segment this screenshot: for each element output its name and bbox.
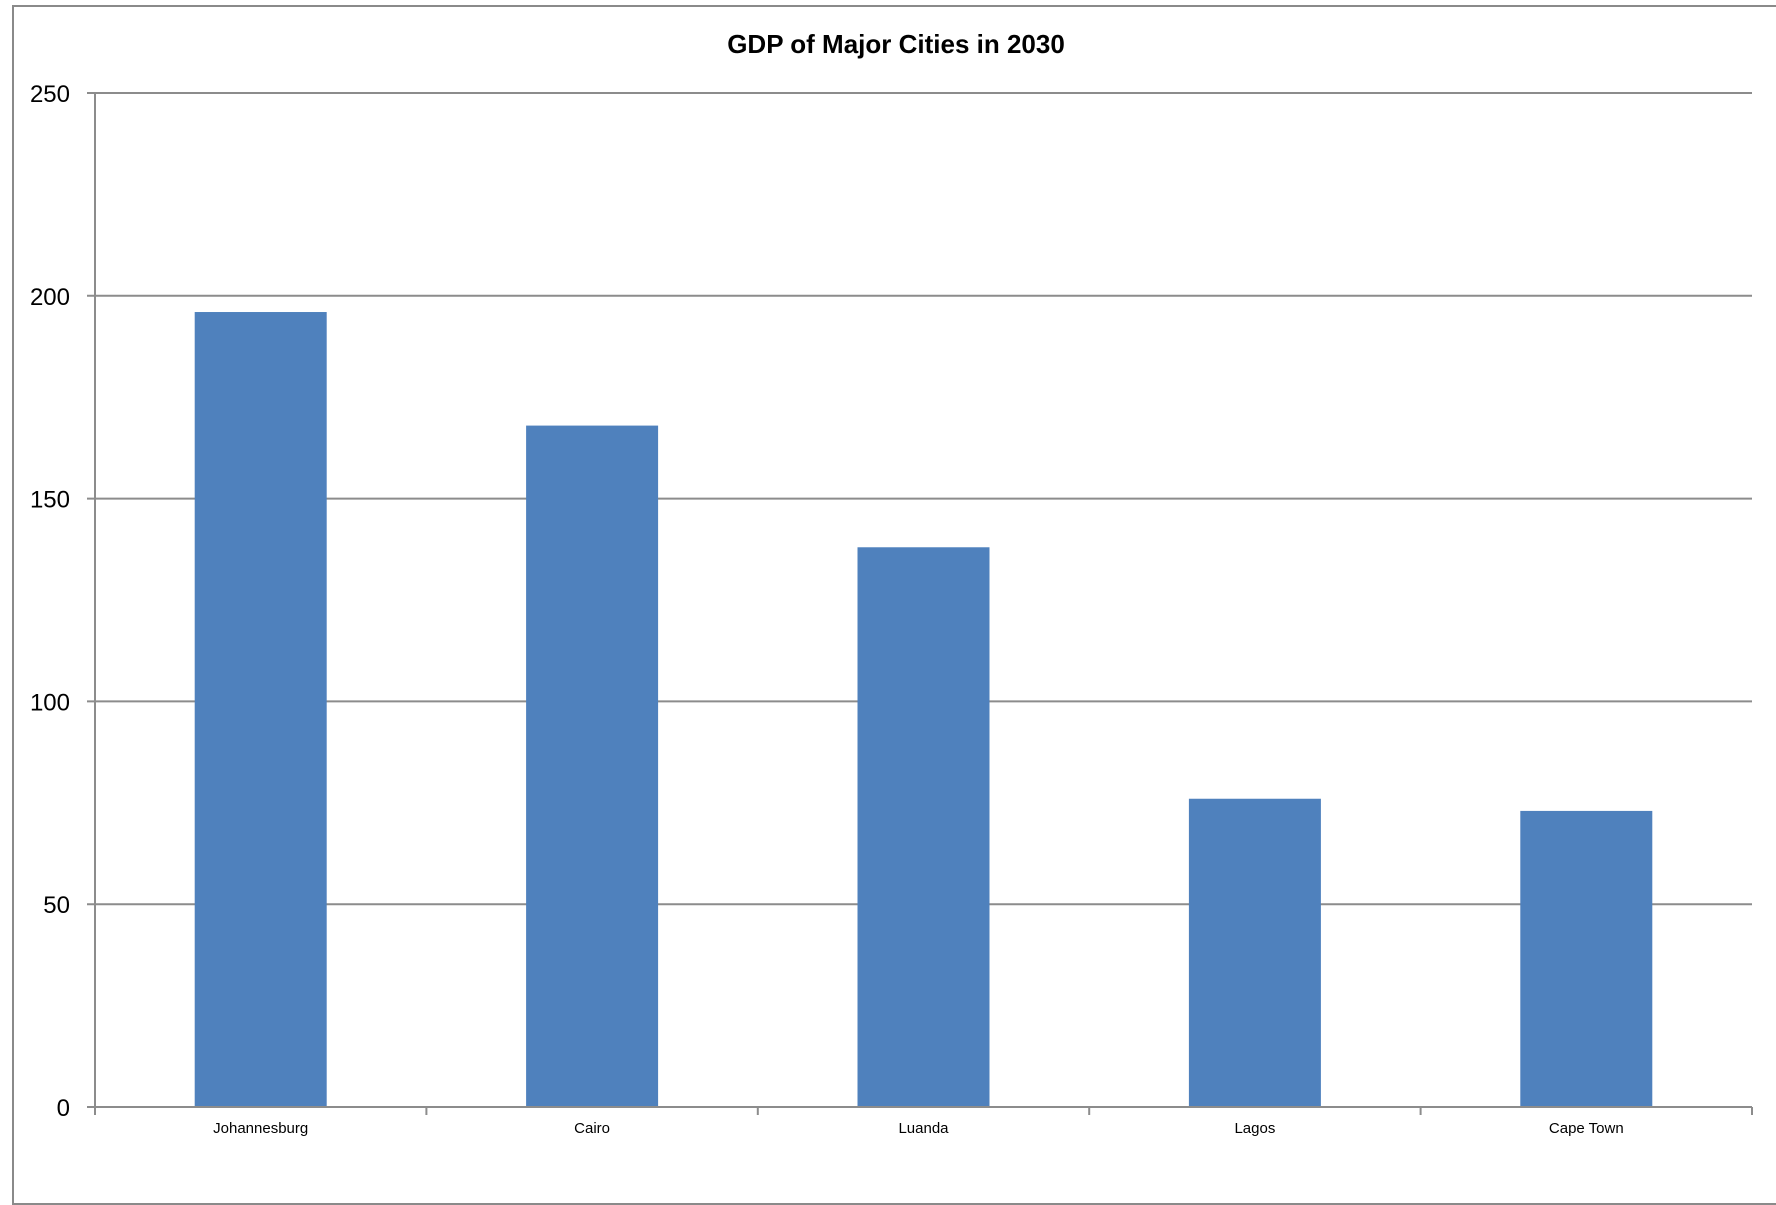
x-tick-label: Lagos [1234, 1120, 1275, 1137]
y-tick-label: 100 [30, 689, 70, 716]
y-axis-tick-labels: 0 50 100 150 200 250 [30, 81, 70, 1122]
bars [194, 312, 1653, 1107]
y-tick-label: 150 [30, 487, 70, 514]
x-tick-label: Cairo [574, 1120, 610, 1137]
bar-lagos [1188, 798, 1321, 1107]
axes [87, 93, 1753, 1115]
y-tick-label: 200 [30, 284, 70, 311]
chart-title: GDP of Major Cities in 2030 [727, 29, 1065, 59]
y-tick-label: 0 [57, 1095, 70, 1122]
bar-cairo [526, 425, 659, 1107]
x-tick-label: Johannesburg [213, 1120, 308, 1137]
x-tick-label: Cape Town [1549, 1120, 1624, 1137]
x-tick-label: Luanda [898, 1120, 949, 1137]
y-tick-label: 250 [30, 81, 70, 108]
bar-chart: GDP of Major Cities in 2030 0 50 100 150 200… [30, 29, 1753, 1137]
bar-johannesburg [194, 312, 327, 1107]
bar-luanda [857, 547, 990, 1107]
bar-cape-town [1520, 810, 1653, 1107]
x-axis-tick-labels: Johannesburg Cairo Luanda Lagos Cape Town [213, 1120, 1624, 1137]
y-tick-label: 50 [43, 892, 70, 919]
